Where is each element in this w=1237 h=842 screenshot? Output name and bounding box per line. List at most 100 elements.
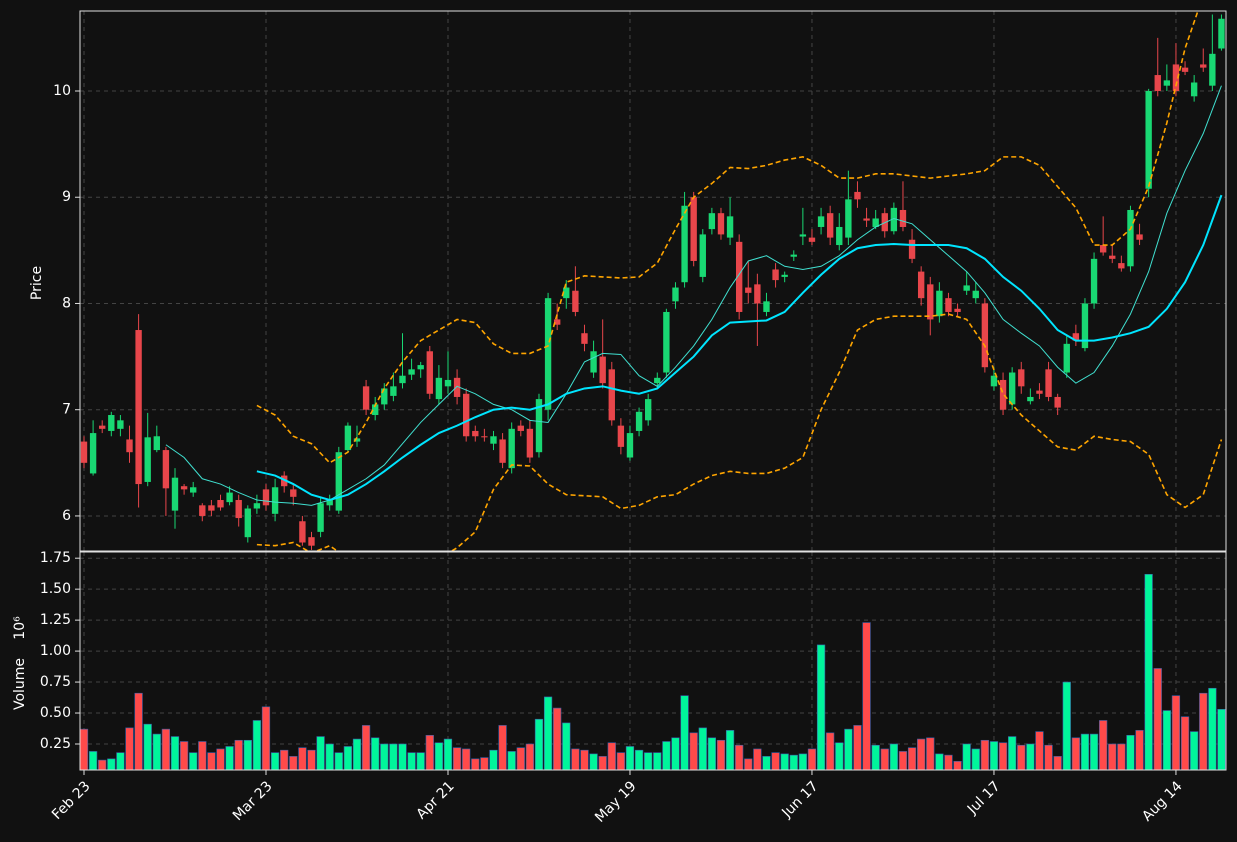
candle-body: [1209, 53, 1216, 86]
volume-tick-label: 0.25: [40, 736, 71, 752]
volume-bar: [926, 737, 935, 770]
volume-bar: [1008, 736, 1017, 770]
candle-body: [735, 241, 743, 312]
candle-body: [1063, 343, 1070, 373]
candle-body: [917, 271, 925, 299]
candle-body: [845, 199, 852, 238]
candle-body: [80, 441, 88, 463]
volume-bar: [898, 751, 908, 770]
volume-bar: [361, 725, 371, 770]
y-tick-label: 9: [62, 189, 71, 205]
candle-body: [417, 365, 424, 370]
candle-body: [1090, 258, 1098, 304]
volume-bar: [534, 718, 544, 770]
volume-bar: [953, 761, 962, 770]
candle-body: [1109, 255, 1116, 259]
candle-body: [644, 399, 652, 421]
volume-bar: [844, 728, 853, 770]
volume-bar: [261, 706, 271, 770]
volume-bar: [1135, 730, 1144, 770]
volume-bar: [1053, 756, 1062, 770]
volume-bar: [1035, 731, 1044, 770]
indicator-lines: [165, 11, 1223, 551]
candle-body: [326, 500, 333, 506]
volume-bar: [389, 743, 398, 770]
volume-bar: [471, 758, 480, 770]
volume-scale-label: 10⁶: [12, 616, 28, 640]
candle-body: [1218, 18, 1225, 49]
volume-bar: [1108, 743, 1117, 770]
candle-body: [990, 375, 998, 387]
candle-body: [453, 377, 461, 397]
candle-body: [335, 452, 342, 511]
candle-body: [954, 308, 961, 312]
candle-body: [799, 234, 807, 237]
candle-body: [617, 425, 625, 447]
candle-body: [599, 356, 606, 384]
candle-body: [581, 333, 588, 344]
volume-bar: [443, 738, 453, 770]
candle-body: [499, 439, 506, 463]
candle-body: [472, 430, 479, 437]
volume-bar: [862, 622, 871, 770]
candle-body: [271, 487, 279, 514]
volume-bar: [289, 756, 298, 770]
candle-body: [1136, 234, 1143, 240]
volume-bar: [580, 749, 589, 770]
volume-bar: [425, 735, 434, 770]
candle-body: [1018, 369, 1025, 387]
volume-bar: [280, 749, 289, 770]
volume-bar: [98, 759, 107, 770]
candle-body: [553, 319, 561, 325]
volume-bar: [225, 746, 234, 770]
volume-bar: [334, 752, 343, 770]
volume-bar: [189, 752, 198, 770]
volume-bar: [689, 732, 698, 770]
volume-bar: [644, 752, 653, 770]
volume-bar: [1153, 668, 1162, 770]
volume-bar: [598, 756, 607, 770]
candle-body: [208, 505, 215, 511]
volume-bar: [380, 743, 389, 770]
candle-body: [162, 450, 170, 489]
volume-bar: [944, 754, 953, 770]
volume-bar: [1089, 733, 1099, 770]
volume-bar: [407, 752, 416, 770]
volume-bar: [1117, 743, 1126, 770]
volume-bar: [971, 748, 980, 770]
volume-bar: [179, 741, 189, 770]
candle-body: [608, 369, 615, 421]
candle-body: [1163, 80, 1171, 86]
volume-bar: [325, 743, 334, 770]
volume-bar: [1026, 743, 1035, 770]
volume-bar: [998, 742, 1008, 770]
y-tick-label: 6: [62, 508, 71, 524]
candle-body: [963, 285, 970, 291]
volume-bar: [607, 742, 616, 770]
candle-body: [1054, 396, 1061, 408]
candle-body: [863, 218, 870, 221]
volume-bar: [807, 748, 817, 770]
volume-bar: [634, 749, 644, 770]
volume-bar: [653, 752, 662, 770]
volume-bar: [80, 728, 89, 770]
volume-bar: [1162, 710, 1171, 770]
volume-bar: [416, 752, 425, 770]
candle-body: [936, 290, 943, 317]
candle-body: [490, 436, 497, 444]
candle-body: [1190, 82, 1198, 97]
candle-body: [981, 303, 989, 368]
volume-bar: [1126, 735, 1135, 770]
candle-body: [1081, 303, 1089, 349]
candle-body: [1181, 67, 1189, 72]
volume-bar: [198, 741, 207, 770]
volume-bar: [371, 737, 380, 770]
volume-bar: [216, 748, 225, 770]
volume-bar: [553, 707, 562, 770]
candle-body: [826, 213, 834, 238]
candle-body: [426, 351, 433, 394]
candle-body: [290, 489, 297, 497]
volume-bar: [1071, 737, 1080, 770]
volume-bar: [1080, 733, 1090, 770]
